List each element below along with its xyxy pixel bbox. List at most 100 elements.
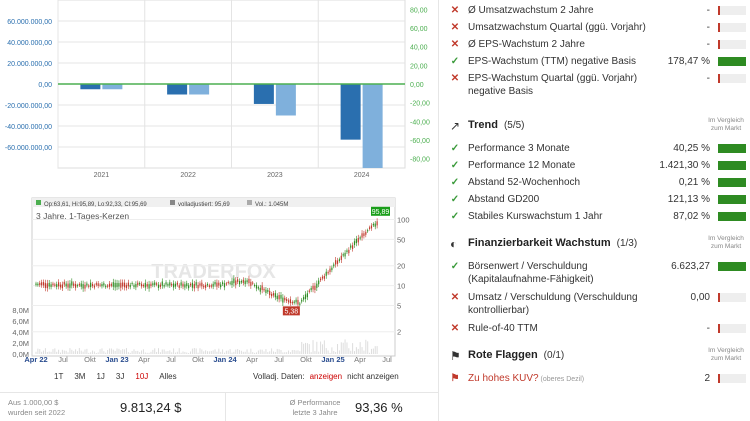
comparison-bar bbox=[718, 262, 746, 271]
range-3m-button[interactable]: 3M bbox=[74, 372, 86, 381]
volume-bar bbox=[199, 348, 201, 354]
volume-bar bbox=[214, 349, 216, 354]
candle-body bbox=[304, 294, 307, 300]
candle-body bbox=[261, 285, 263, 290]
volume-bar bbox=[220, 351, 222, 354]
volume-bar bbox=[56, 351, 58, 354]
candle-body bbox=[78, 283, 80, 286]
candle-body bbox=[114, 282, 116, 288]
candle-body bbox=[250, 281, 252, 286]
volume-bar bbox=[156, 351, 158, 354]
comparison-bar bbox=[718, 57, 746, 66]
volume-bar bbox=[346, 342, 348, 354]
candle-body bbox=[210, 285, 212, 287]
volume-bar bbox=[188, 352, 190, 354]
volume-bar bbox=[233, 351, 235, 354]
volume-bar bbox=[142, 349, 144, 354]
volume-bar bbox=[370, 348, 372, 354]
volume-bar bbox=[312, 340, 314, 354]
candle-body bbox=[186, 283, 188, 287]
hide-adjusted-link[interactable]: nicht anzeigen bbox=[347, 372, 399, 381]
volume-bar bbox=[333, 350, 335, 354]
candle-body bbox=[316, 283, 318, 288]
candle-body bbox=[108, 283, 111, 287]
range-3j-button[interactable]: 3J bbox=[115, 372, 125, 381]
candle-body bbox=[193, 283, 195, 289]
candle-body bbox=[88, 285, 90, 287]
volume-bar bbox=[41, 351, 43, 354]
show-adjusted-link[interactable]: anzeigen bbox=[309, 372, 343, 381]
section-count: (1/3) bbox=[616, 238, 638, 249]
candle-body bbox=[270, 293, 273, 297]
criterion-row: ✓ Abstand GD200 121,13 % bbox=[438, 191, 750, 208]
section-header: ⚑ Rote Flaggen (0/1) Im Vergleich zum Markt bbox=[438, 345, 750, 367]
candle-body bbox=[353, 241, 356, 245]
volume-bar bbox=[63, 350, 65, 354]
candle-body bbox=[293, 301, 295, 303]
check-icon: ✓ bbox=[450, 194, 460, 205]
volume-bar bbox=[338, 350, 340, 354]
volume-bar bbox=[161, 349, 163, 354]
candle-body bbox=[248, 278, 250, 284]
candle-body bbox=[318, 280, 320, 285]
volume-bar bbox=[44, 348, 46, 354]
candle-body bbox=[365, 231, 367, 235]
candle-body bbox=[144, 282, 146, 288]
section-header: ↗ Trend (5/5) Im Vergleich zum Markt bbox=[438, 115, 750, 137]
volume-bar bbox=[303, 343, 305, 354]
volume-bar bbox=[318, 351, 320, 354]
volume-bar bbox=[122, 349, 124, 354]
volume-bar bbox=[329, 352, 331, 354]
volume-bar bbox=[301, 341, 303, 354]
candle-body bbox=[363, 233, 365, 237]
volume-bar bbox=[269, 351, 271, 354]
range-1j-button[interactable]: 1J bbox=[96, 372, 105, 381]
volume-bar bbox=[93, 351, 95, 354]
candle-body bbox=[368, 227, 371, 229]
range-1t-button[interactable]: 1T bbox=[54, 372, 64, 381]
candle-body bbox=[287, 300, 290, 303]
criterion-value: - bbox=[706, 5, 710, 16]
candle-body bbox=[165, 282, 167, 285]
range-alles-button[interactable]: Alles bbox=[159, 372, 177, 381]
candle-body bbox=[291, 301, 293, 304]
candle-body bbox=[157, 284, 160, 288]
last-price-badge bbox=[371, 206, 390, 216]
candle-body bbox=[306, 293, 308, 298]
comparison-bar bbox=[718, 178, 746, 187]
candle-body bbox=[370, 225, 373, 229]
section-title: Trend (5/5) bbox=[468, 119, 525, 131]
candle-body bbox=[180, 282, 182, 286]
candle-body bbox=[376, 221, 378, 226]
check-icon: ✓ bbox=[450, 261, 460, 272]
watermark: TRADERFOX bbox=[151, 261, 276, 283]
volume-bar bbox=[109, 348, 110, 354]
volume-bar bbox=[120, 350, 122, 354]
check-icon: ✓ bbox=[450, 160, 460, 171]
date-tick-label: Jan 23 bbox=[105, 355, 128, 364]
candle-body bbox=[237, 279, 239, 282]
volume-bar bbox=[39, 349, 41, 354]
section-header: ◐ Finanzierbarkeit Wachstum (1/3) Im Vergle… bbox=[438, 233, 750, 255]
comparison-bar-fill bbox=[718, 195, 746, 204]
candle-body bbox=[344, 252, 346, 257]
candle-body bbox=[161, 281, 163, 286]
candle-body bbox=[118, 283, 120, 287]
candle-body bbox=[131, 282, 133, 285]
candle-body bbox=[58, 282, 60, 287]
candle-body bbox=[172, 283, 175, 288]
volume-bar bbox=[225, 350, 227, 354]
volume-bar bbox=[67, 352, 69, 354]
invest-label: Aus 1.000,00 $ wurden seit 2022 bbox=[8, 398, 66, 417]
range-10j-button[interactable]: 10J bbox=[135, 372, 149, 381]
legend-text: volladjustiert: 95,69 bbox=[178, 202, 230, 208]
right-tick-label: 0,00 bbox=[410, 82, 424, 89]
candle-body bbox=[169, 282, 171, 286]
price-chart[interactable]: Op:63,61, Hi:95,89, Lo:92,33, Cl:95,69 vo… bbox=[0, 196, 438, 386]
candle-body bbox=[101, 284, 103, 287]
volume-bar bbox=[325, 348, 327, 354]
volume-bar bbox=[139, 352, 141, 354]
candle-body bbox=[284, 297, 286, 301]
candle-body bbox=[122, 282, 124, 287]
candle-body bbox=[214, 282, 216, 285]
